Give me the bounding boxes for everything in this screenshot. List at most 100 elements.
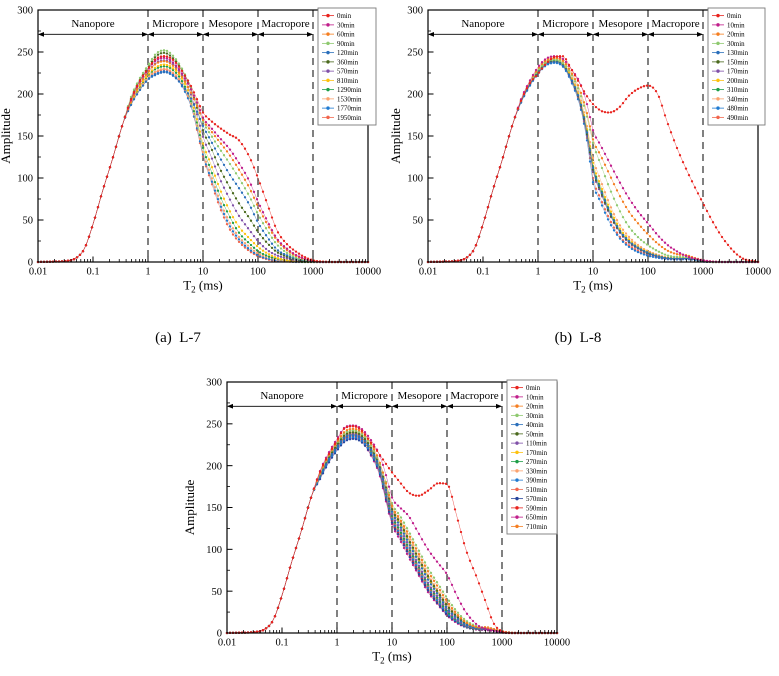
region-label-nanopore: Nanopore	[461, 18, 504, 30]
y-tick-label: 200	[206, 461, 222, 472]
y-tick-label: 250	[17, 48, 33, 59]
region-label-mesopore: Mesopore	[398, 390, 442, 402]
legend-entry-30min: 30min	[727, 41, 745, 48]
axes: 0.01 0.1 1 10 100 1000 10000 0 50 100 150 200 250 300…	[388, 6, 771, 295]
x-tick-label: 1	[535, 267, 540, 278]
pore-divider-lines	[147, 10, 314, 262]
legend-entry-1770min: 1770min	[337, 106, 362, 113]
x-tick-label: 0.1	[476, 267, 489, 278]
legend-entry-150min: 150min	[727, 59, 749, 66]
legend-entry-570min: 570min	[337, 69, 359, 76]
region-label-mesopore: Mesopore	[599, 18, 643, 30]
legend-entry-480min: 480min	[727, 106, 749, 113]
y-axis-title: Amplitude	[182, 479, 197, 535]
x-tick-label: 1	[334, 638, 339, 649]
pore-region-annotations: Nanopore Micropore Mesopore Macropore	[428, 18, 703, 37]
pore-divider-lines	[336, 382, 503, 633]
caption-panel-a: (a) L-7	[155, 330, 201, 346]
legend-entry-330min: 330min	[526, 468, 548, 475]
region-label-micropore: Micropore	[152, 18, 199, 30]
x-tick-label: 100	[640, 267, 656, 278]
legend-entry-40min: 40min	[526, 422, 544, 429]
x-axis-title: T2 (ms)	[183, 278, 223, 295]
y-axis-title: Amplitude	[388, 108, 403, 164]
y-tick-label: 100	[407, 174, 423, 185]
y-tick-label: 50	[212, 587, 223, 598]
x-tick-label: 10	[198, 267, 209, 278]
legend-entry-490min: 490min	[727, 115, 749, 122]
legend-entry-30min: 30min	[526, 413, 544, 420]
legend-entry-20min: 20min	[526, 404, 544, 411]
caption-panel-b: (b) L-8	[554, 330, 602, 346]
legend-entry-10min: 10min	[526, 394, 544, 401]
chart-l8-svg: Nanopore Micropore Mesopore Macropore 0.01 0.…	[388, 6, 771, 295]
legend: 0min 10min 20min 30min 40min 50min 110min 170mi…	[506, 379, 558, 535]
x-tick-label: 1	[145, 267, 150, 278]
x-tick-label: 0.1	[275, 638, 288, 649]
axes: 0.01 0.1 1 10 100 1000 10000 0 50 100 150 200 250 300…	[182, 378, 570, 666]
y-tick-label: 250	[206, 419, 222, 430]
legend-entry-390min: 390min	[526, 478, 548, 485]
legend-entry-60min: 60min	[337, 32, 355, 39]
region-label-macropore: Macropore	[261, 18, 309, 30]
region-label-nanopore: Nanopore	[71, 18, 114, 30]
y-tick-label: 150	[206, 503, 222, 514]
pore-region-annotations: Nanopore Micropore Mesopore Macropore	[227, 390, 502, 409]
x-tick-label: 0.1	[86, 267, 99, 278]
x-tick-label: 0.01	[29, 267, 47, 278]
legend-entry-90min: 90min	[337, 41, 355, 48]
legend-entry-110min: 110min	[526, 441, 547, 448]
legend-entry-0min: 0min	[526, 385, 541, 392]
legend-entry-10min: 10min	[727, 22, 745, 29]
legend-entry-130min: 130min	[727, 50, 749, 57]
legend-entry-570min: 570min	[526, 496, 548, 503]
y-tick-label: 200	[17, 90, 33, 101]
legend-entry-1950min: 1950min	[337, 115, 362, 122]
legend-entry-590min: 590min	[526, 505, 548, 512]
region-label-macropore: Macropore	[651, 18, 699, 30]
chart-l8: Nanopore Micropore Mesopore Macropore 0.01 0.…	[388, 0, 779, 300]
y-tick-label: 150	[407, 132, 423, 143]
x-tick-label: 10000	[355, 267, 381, 278]
x-tick-label: 100	[439, 638, 455, 649]
chart-l7: Nanopore Micropore Mesopore Macropore 0.01 0.…	[0, 0, 390, 300]
chart-bottom: Nanopore Micropore Mesopore Macropore 0.01 0.…	[180, 372, 600, 676]
legend-entry-0min: 0min	[337, 13, 352, 20]
x-axis-title: T2 (ms)	[372, 649, 412, 666]
legend-entry-1290min: 1290min	[337, 87, 362, 94]
y-tick-label: 300	[206, 378, 222, 389]
x-axis-title: T2 (ms)	[573, 278, 613, 295]
y-tick-label: 0	[418, 258, 423, 269]
y-tick-label: 100	[17, 174, 33, 185]
region-label-nanopore: Nanopore	[260, 390, 303, 402]
legend: 0min 30min 60min 90min 120min 360min 570min 810…	[317, 7, 377, 126]
y-tick-label: 50	[413, 216, 424, 227]
y-tick-label: 50	[23, 216, 34, 227]
x-tick-label: 10000	[745, 267, 771, 278]
x-tick-label: 1000	[303, 267, 324, 278]
region-label-macropore: Macropore	[450, 390, 498, 402]
legend-entry-710min: 710min	[526, 524, 548, 531]
legend-entry-360min: 360min	[337, 59, 359, 66]
y-tick-label: 300	[407, 6, 423, 17]
x-tick-label: 10	[588, 267, 599, 278]
x-tick-label: 1000	[492, 638, 513, 649]
region-label-micropore: Micropore	[542, 18, 589, 30]
axes: 0.01 0.1 1 10 100 1000 10000 0 50 100 150 200 250 300…	[0, 6, 381, 295]
legend-entry-510min: 510min	[526, 487, 548, 494]
legend-entry-170min: 170min	[526, 450, 548, 457]
legend-entry-50min: 50min	[526, 431, 544, 438]
y-tick-label: 250	[407, 48, 423, 59]
legend-entry-340min: 340min	[727, 96, 749, 103]
y-tick-label: 100	[206, 545, 222, 556]
legend-entry-650min: 650min	[526, 515, 548, 522]
legend-entry-200min: 200min	[727, 78, 749, 85]
legend-entry-270min: 270min	[526, 459, 548, 466]
y-tick-label: 300	[17, 6, 33, 17]
legend-entry-30min: 30min	[337, 22, 355, 29]
legend-entry-170min: 170min	[727, 69, 749, 76]
x-tick-label: 0.01	[419, 267, 437, 278]
